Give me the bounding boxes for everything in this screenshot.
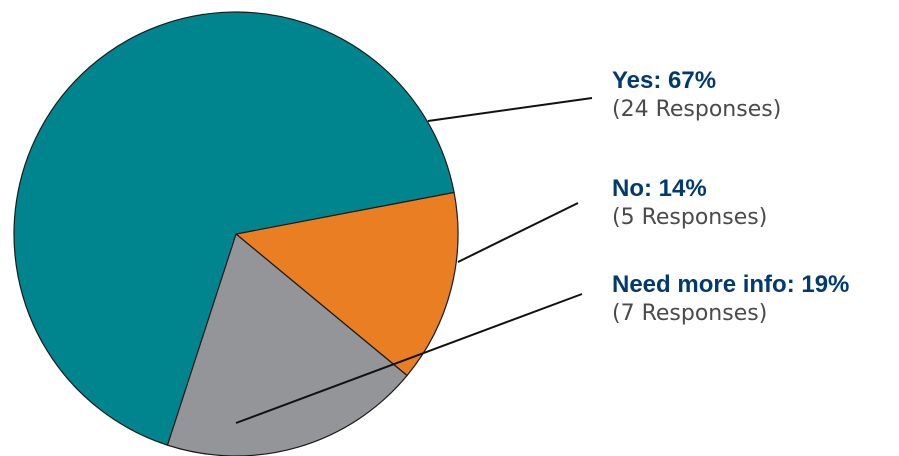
slice-no	[235, 191, 459, 377]
leader-no	[457, 202, 579, 263]
leader-lines	[235, 97, 593, 424]
slice-yes	[13, 11, 455, 446]
leader-need-more-info	[235, 293, 583, 424]
label-yes-responses: (24 Responses)	[612, 97, 782, 122]
label-no-title: No: 14%	[612, 175, 707, 202]
pie-slices	[13, 11, 459, 456]
label-need-more-info: Need more info: 19% (7 Responses)	[612, 270, 849, 328]
label-yes-title: Yes: 67%	[612, 67, 717, 94]
leader-yes	[427, 97, 593, 122]
label-yes: Yes: 67% (24 Responses)	[612, 66, 781, 124]
label-need-more-info-title: Need more info: 19%	[612, 271, 850, 298]
slice-need-more-info	[166, 233, 408, 456]
label-no-responses: (5 Responses)	[612, 205, 768, 230]
label-no: No: 14% (5 Responses)	[612, 174, 767, 232]
label-need-more-info-responses: (7 Responses)	[612, 301, 768, 326]
